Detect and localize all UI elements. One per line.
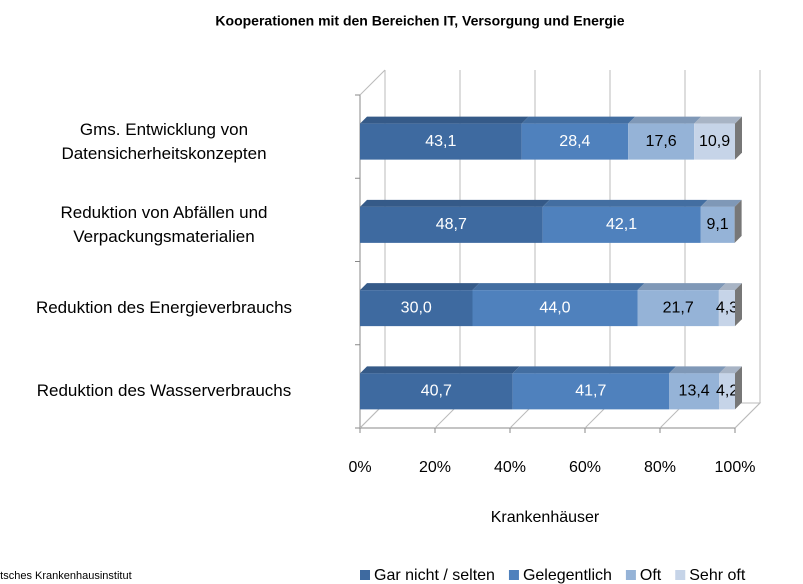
bar — [360, 123, 522, 160]
bar — [700, 206, 735, 243]
bar — [718, 290, 735, 327]
bar-side — [735, 366, 742, 410]
bar — [360, 290, 473, 327]
legend-swatch — [675, 570, 686, 580]
legend-swatch — [508, 570, 519, 580]
bar-top — [512, 366, 676, 374]
bar — [719, 373, 735, 410]
x-tick-label: 60% — [569, 459, 601, 476]
bar — [360, 206, 543, 243]
data-label: 28,4 — [559, 133, 590, 150]
data-label: 41,7 — [575, 383, 606, 400]
bar-top — [669, 366, 727, 374]
category-label: Reduktion des Energieverbrauchs — [35, 298, 293, 318]
bar — [637, 290, 719, 327]
grid-line — [734, 70, 761, 429]
bar — [669, 373, 720, 410]
source: Deutsches Krankenhausinstitut — [0, 570, 132, 582]
data-label: 4,2 — [716, 383, 738, 400]
x-tick-label: 0% — [348, 459, 371, 476]
category-label: Reduktion des Wasserverbrauchs — [36, 381, 292, 401]
bar-top — [360, 116, 529, 124]
bar-side — [734, 199, 742, 243]
chart-title: Kooperationen mit den Bereichen IT, Vers… — [215, 13, 624, 29]
bar — [628, 123, 695, 160]
bar-top — [719, 366, 742, 374]
bar-top — [360, 366, 520, 374]
bar-top — [360, 199, 550, 207]
bar-top — [521, 116, 636, 124]
data-label: 44,0 — [539, 299, 570, 316]
data-label: 13,4 — [679, 383, 710, 400]
data-label: 17,6 — [646, 133, 677, 150]
data-label: 43,1 — [425, 133, 456, 150]
bar — [512, 373, 669, 410]
bar — [360, 373, 513, 410]
bar-side — [735, 116, 742, 160]
bar-top — [637, 283, 726, 291]
legend-swatch — [360, 570, 370, 580]
bar-top — [700, 199, 742, 207]
data-label: 40,7 — [421, 383, 452, 400]
bar — [542, 206, 701, 243]
data-label: 30,0 — [401, 299, 432, 316]
legend-label: Gelegentlich — [523, 567, 612, 584]
data-label: 10,9 — [699, 133, 730, 150]
data-label: 42,1 — [606, 216, 637, 233]
bar — [472, 290, 638, 327]
bar-top — [694, 116, 742, 124]
legend-swatch — [625, 570, 636, 580]
x-tick-label: 100% — [715, 459, 756, 476]
bar-top — [628, 116, 702, 124]
x-tick-label: 80% — [644, 459, 676, 476]
bar-top — [542, 199, 708, 207]
legend-label: Oft — [640, 567, 662, 584]
y-axis-back — [359, 69, 386, 96]
bar-side — [735, 283, 742, 327]
bar-top — [360, 283, 480, 291]
bar-top — [718, 283, 742, 291]
bar-top — [472, 283, 645, 291]
bar — [694, 123, 735, 160]
bar — [521, 123, 629, 160]
x-axis-label: Krankenhäuser — [491, 509, 600, 526]
legend-label: Gar nicht / selten — [374, 567, 495, 584]
data-label: 9,1 — [706, 216, 728, 233]
category-label: Reduktion von Abfällen und Verpackungsma… — [60, 202, 268, 246]
x-tick-label: 20% — [419, 459, 451, 476]
data-label: 48,7 — [436, 216, 467, 233]
data-label: 21,7 — [663, 299, 694, 316]
data-label: 4,3 — [716, 299, 738, 316]
category-label: Gms. Entwicklung von Datensicherheitskon… — [61, 119, 267, 163]
legend-label: Sehr oft — [689, 567, 746, 584]
x-tick-label: 40% — [494, 459, 526, 476]
